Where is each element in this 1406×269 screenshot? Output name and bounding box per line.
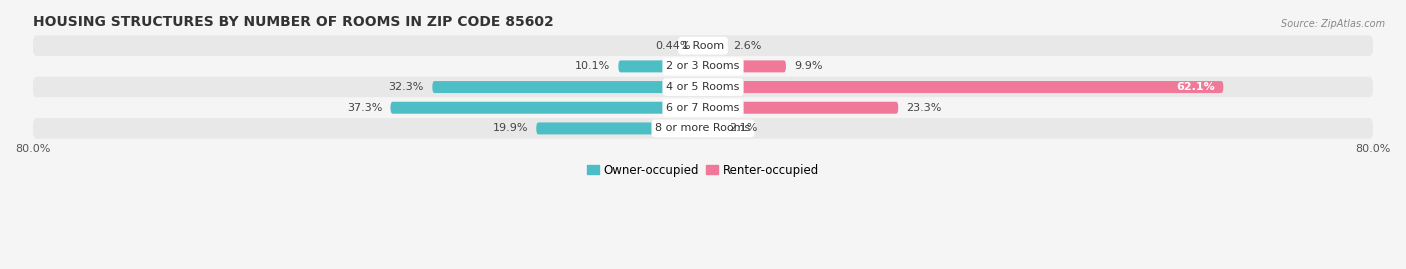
Text: 2 or 3 Rooms: 2 or 3 Rooms bbox=[666, 61, 740, 71]
Text: Source: ZipAtlas.com: Source: ZipAtlas.com bbox=[1281, 19, 1385, 29]
FancyBboxPatch shape bbox=[703, 102, 898, 114]
Text: 19.9%: 19.9% bbox=[492, 123, 527, 133]
Text: 23.3%: 23.3% bbox=[907, 103, 942, 113]
Text: 2.6%: 2.6% bbox=[733, 41, 762, 51]
Legend: Owner-occupied, Renter-occupied: Owner-occupied, Renter-occupied bbox=[582, 159, 824, 181]
FancyBboxPatch shape bbox=[703, 60, 786, 72]
FancyBboxPatch shape bbox=[703, 122, 721, 134]
FancyBboxPatch shape bbox=[536, 122, 703, 134]
Text: 1 Room: 1 Room bbox=[682, 41, 724, 51]
FancyBboxPatch shape bbox=[32, 97, 1374, 118]
FancyBboxPatch shape bbox=[433, 81, 703, 93]
Text: 9.9%: 9.9% bbox=[794, 61, 823, 71]
FancyBboxPatch shape bbox=[32, 35, 1374, 56]
Text: 62.1%: 62.1% bbox=[1177, 82, 1215, 92]
FancyBboxPatch shape bbox=[699, 40, 703, 52]
FancyBboxPatch shape bbox=[703, 81, 1223, 93]
Text: 10.1%: 10.1% bbox=[575, 61, 610, 71]
Text: 0.44%: 0.44% bbox=[655, 41, 690, 51]
Text: 8 or more Rooms: 8 or more Rooms bbox=[655, 123, 751, 133]
Text: 6 or 7 Rooms: 6 or 7 Rooms bbox=[666, 103, 740, 113]
Text: 4 or 5 Rooms: 4 or 5 Rooms bbox=[666, 82, 740, 92]
Text: 2.1%: 2.1% bbox=[728, 123, 758, 133]
FancyBboxPatch shape bbox=[391, 102, 703, 114]
FancyBboxPatch shape bbox=[32, 56, 1374, 77]
Text: 32.3%: 32.3% bbox=[388, 82, 425, 92]
FancyBboxPatch shape bbox=[619, 60, 703, 72]
Text: 37.3%: 37.3% bbox=[347, 103, 382, 113]
FancyBboxPatch shape bbox=[703, 40, 724, 52]
FancyBboxPatch shape bbox=[32, 77, 1374, 97]
Text: HOUSING STRUCTURES BY NUMBER OF ROOMS IN ZIP CODE 85602: HOUSING STRUCTURES BY NUMBER OF ROOMS IN… bbox=[32, 15, 554, 29]
FancyBboxPatch shape bbox=[32, 118, 1374, 139]
